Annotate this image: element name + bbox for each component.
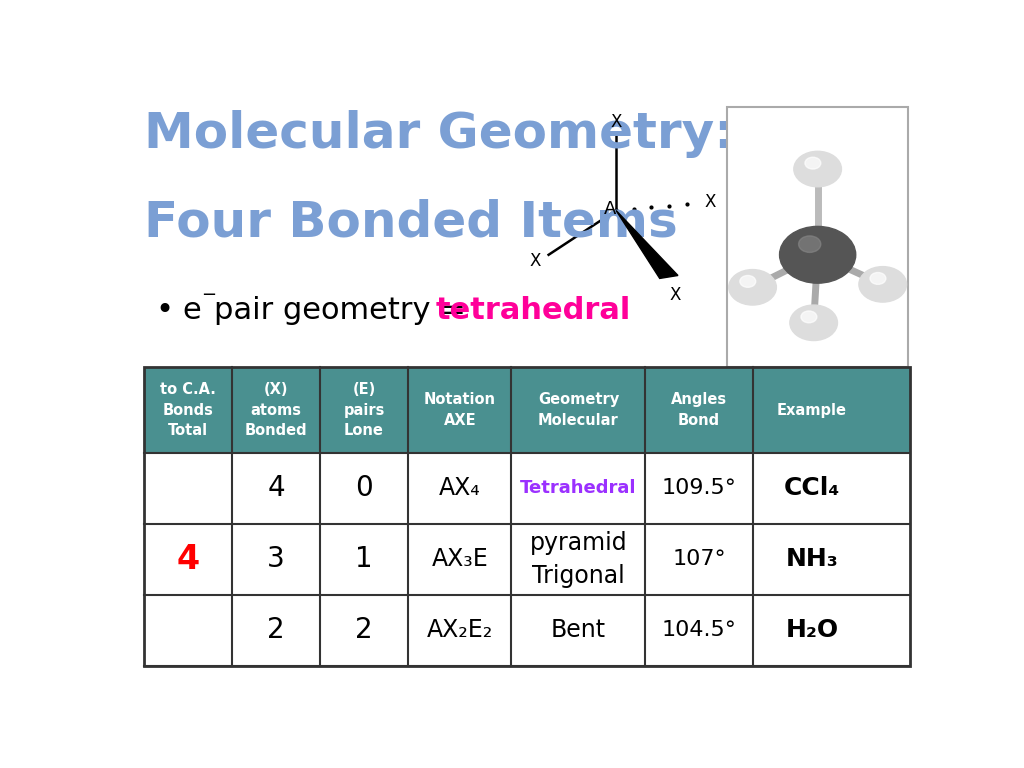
Text: 104.5°: 104.5° — [662, 621, 736, 641]
Text: Example: Example — [777, 402, 847, 418]
Text: X: X — [670, 286, 681, 304]
Circle shape — [801, 311, 817, 323]
Text: Tetrahedral: Tetrahedral — [520, 479, 637, 498]
Text: Angles: Angles — [671, 392, 727, 408]
Text: to C.A.: to C.A. — [160, 382, 216, 397]
Circle shape — [799, 236, 821, 253]
Text: Total: Total — [168, 422, 208, 438]
Text: Bond: Bond — [678, 412, 720, 428]
Text: Molecular Geometry:: Molecular Geometry: — [143, 110, 734, 158]
Text: 4: 4 — [267, 475, 285, 502]
Text: pyramid: pyramid — [529, 531, 628, 555]
Text: Bonded: Bonded — [245, 422, 307, 438]
Text: 0: 0 — [355, 475, 373, 502]
Text: Bonds: Bonds — [163, 402, 213, 418]
Text: X: X — [610, 113, 622, 131]
Bar — [143, 367, 909, 666]
Polygon shape — [616, 210, 678, 279]
Text: X: X — [705, 194, 717, 211]
Text: tetrahedral: tetrahedral — [436, 296, 631, 325]
Text: Molecular: Molecular — [538, 412, 618, 428]
Text: Four Bonded Items: Four Bonded Items — [143, 199, 678, 247]
Text: Notation: Notation — [424, 392, 496, 408]
FancyBboxPatch shape — [727, 107, 908, 367]
Text: AX₄: AX₄ — [439, 476, 480, 501]
Text: atoms: atoms — [251, 402, 301, 418]
Circle shape — [870, 273, 886, 284]
Circle shape — [729, 270, 776, 305]
Text: 2: 2 — [355, 616, 373, 644]
Text: e: e — [182, 296, 201, 325]
Text: CCl₄: CCl₄ — [784, 476, 840, 501]
Text: 109.5°: 109.5° — [662, 478, 736, 498]
Circle shape — [859, 266, 906, 302]
Text: pair geometry =: pair geometry = — [214, 296, 475, 325]
Text: Lone: Lone — [344, 422, 384, 438]
Text: •: • — [156, 296, 174, 325]
Text: Trigonal: Trigonal — [532, 564, 625, 588]
Text: NH₃: NH₃ — [785, 548, 839, 571]
Text: X: X — [529, 252, 541, 270]
Circle shape — [779, 227, 856, 283]
Text: (E): (E) — [352, 382, 376, 397]
Text: Geometry: Geometry — [538, 392, 620, 408]
Circle shape — [790, 305, 838, 340]
Text: Bent: Bent — [551, 618, 606, 642]
Circle shape — [794, 151, 842, 187]
Text: pairs: pairs — [343, 402, 385, 418]
Text: AX₂E₂: AX₂E₂ — [427, 618, 493, 642]
Text: H₂O: H₂O — [785, 618, 839, 642]
Text: −: − — [201, 286, 216, 304]
Circle shape — [740, 276, 756, 287]
Text: 2: 2 — [267, 616, 285, 644]
Text: (X): (X) — [264, 382, 288, 397]
Bar — [143, 367, 909, 453]
Text: 107°: 107° — [673, 549, 726, 569]
Text: AXE: AXE — [443, 412, 476, 428]
Text: 1: 1 — [355, 545, 373, 574]
Text: 3: 3 — [267, 545, 285, 574]
Text: AX₃E: AX₃E — [431, 548, 488, 571]
Text: 4: 4 — [176, 543, 200, 576]
Circle shape — [805, 157, 821, 169]
Text: A: A — [603, 200, 615, 218]
